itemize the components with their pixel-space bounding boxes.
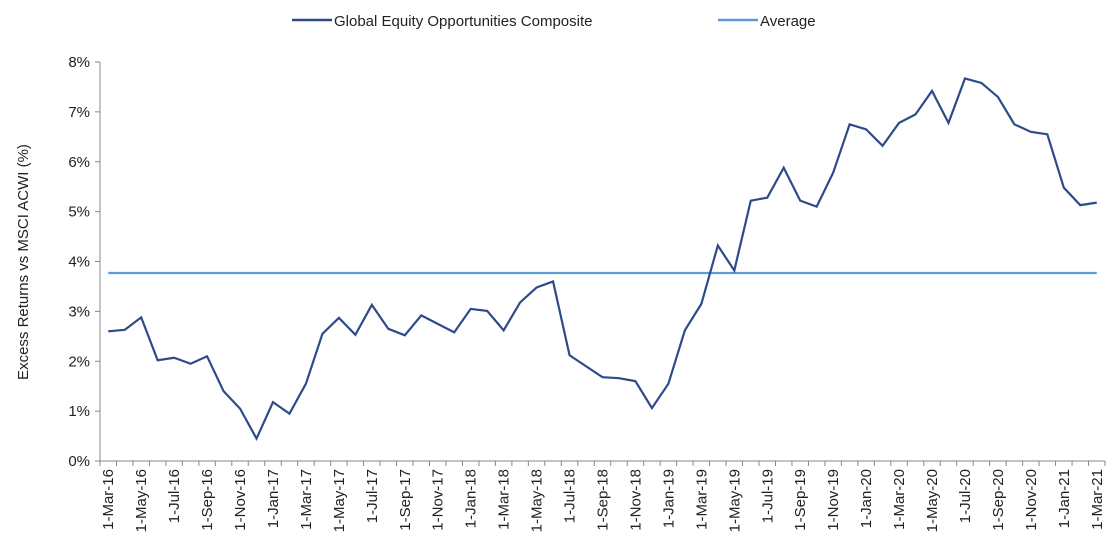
x-tick-label: 1-Mar-19	[693, 469, 710, 530]
x-tick-label: 1-Jan-19	[660, 469, 677, 528]
x-tick-label: 1-Nov-17	[430, 469, 447, 531]
x-tick-label: 1-Jul-16	[166, 469, 183, 523]
legend-label: Average	[760, 13, 816, 30]
y-tick-label: 8%	[68, 54, 90, 71]
x-tick-label: 1-Sep-16	[199, 469, 216, 531]
x-tick-label: 1-Jul-17	[364, 469, 381, 523]
x-tick-label: 1-Jan-18	[463, 469, 480, 528]
x-tick-label: 1-May-17	[331, 469, 348, 532]
y-tick-label: 0%	[68, 453, 90, 470]
y-tick-label: 5%	[68, 204, 90, 221]
y-tick-label: 3%	[68, 303, 90, 320]
x-tick-label: 1-Sep-19	[792, 469, 809, 531]
x-tick-label: 1-Jul-18	[562, 469, 579, 523]
y-tick-label: 4%	[68, 254, 90, 271]
y-tick-label: 7%	[68, 104, 90, 121]
x-tick-label: 1-Mar-20	[891, 469, 908, 530]
x-tick-label: 1-Mar-16	[100, 469, 117, 530]
x-tick-label: 1-Jan-17	[265, 469, 282, 528]
x-tick-label: 1-Nov-19	[825, 469, 842, 531]
x-tick-label: 1-Sep-20	[990, 469, 1007, 531]
legend-label: Global Equity Opportunities Composite	[334, 13, 592, 30]
x-tick-label: 1-Jan-21	[1056, 469, 1073, 528]
x-tick-label: 1-Sep-18	[595, 469, 612, 531]
x-tick-label: 1-Sep-17	[397, 469, 414, 531]
x-tick-label: 1-May-19	[726, 469, 743, 532]
x-tick-label: 1-Jan-20	[858, 469, 875, 528]
x-tick-label: 1-May-20	[924, 469, 941, 532]
y-tick-label: 1%	[68, 403, 90, 420]
x-tick-label: 1-May-18	[529, 469, 546, 532]
x-tick-label: 1-Nov-18	[627, 469, 644, 531]
x-tick-label: 1-Mar-18	[496, 469, 513, 530]
x-tick-label: 1-Mar-17	[298, 469, 315, 530]
x-tick-label: 1-Mar-21	[1089, 469, 1106, 530]
x-tick-label: 1-Jul-20	[957, 469, 974, 523]
series-line	[108, 77, 1097, 442]
y-tick-label: 2%	[68, 353, 90, 370]
y-axis-label: Excess Returns vs MSCI ACWI (%)	[15, 144, 32, 380]
y-tick-label: 6%	[68, 154, 90, 171]
x-tick-label: 1-Nov-20	[1023, 469, 1040, 531]
x-tick-label: 1-May-16	[133, 469, 150, 532]
x-tick-label: 1-Nov-16	[232, 469, 249, 531]
x-tick-label: 1-Jul-19	[759, 469, 776, 523]
